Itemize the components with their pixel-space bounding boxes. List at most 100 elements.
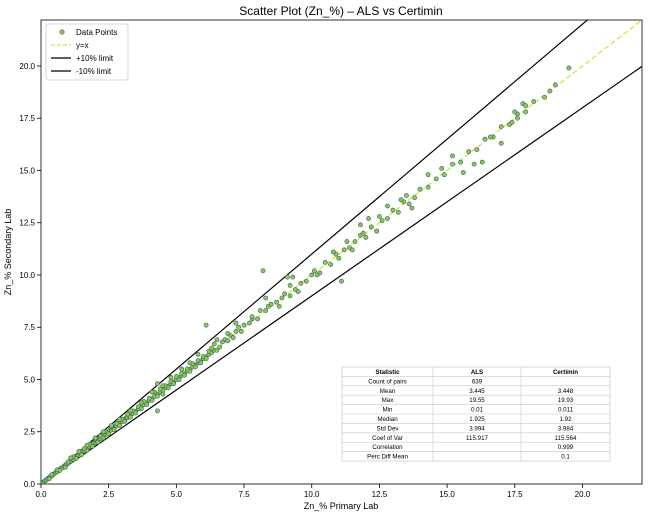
data-point: [263, 295, 269, 301]
data-point: [187, 368, 193, 374]
data-point: [198, 360, 204, 366]
data-point: [417, 186, 423, 192]
data-point: [282, 291, 288, 297]
stats-header-cell: ALS: [471, 369, 483, 376]
data-point: [219, 339, 225, 345]
stats-cell: 0.01: [471, 407, 484, 414]
data-point: [374, 228, 380, 234]
y-tick-label: 2.5: [24, 428, 36, 437]
stats-cell: Count of pairs: [368, 378, 407, 385]
stats-cell: 1.92: [559, 416, 572, 423]
y-tick-label: 10.0: [19, 271, 35, 280]
data-point: [233, 320, 239, 326]
data-point: [225, 331, 231, 336]
data-point: [100, 429, 106, 435]
data-point: [95, 439, 101, 445]
data-point: [330, 249, 336, 255]
data-point: [352, 239, 358, 244]
data-point: [241, 322, 247, 328]
reference-lines: [41, 20, 642, 484]
data-point: [409, 205, 415, 211]
data-point: [203, 322, 209, 328]
data-point: [552, 82, 558, 88]
data-point: [117, 423, 122, 428]
data-point: [460, 170, 466, 175]
data-point: [314, 272, 320, 278]
x-tick-label: 0.0: [35, 490, 47, 499]
data-point: [65, 459, 71, 465]
data-point: [336, 255, 342, 261]
data-point: [122, 418, 128, 424]
data-point: [249, 314, 255, 320]
stats-cell: Std Dev: [376, 425, 399, 432]
reference-line-plus10: [41, 20, 589, 484]
data-point: [398, 197, 404, 203]
statistics-table: Statistic ALS Certimin Count of pairs 639 Mea…: [341, 366, 611, 462]
data-point: [471, 161, 477, 167]
data-point: [290, 274, 296, 280]
chart-title: Scatter Plot (Zn_%) – ALS vs Certimin: [239, 4, 442, 18]
data-point: [46, 476, 52, 482]
data-point: [149, 397, 155, 403]
stats-cell: 1.925: [469, 416, 485, 423]
data-point: [144, 402, 149, 407]
data-point: [84, 448, 90, 453]
stats-cell: 19.55: [469, 397, 485, 404]
data-point: [512, 109, 518, 115]
data-point: [523, 103, 528, 109]
data-point: [287, 293, 293, 299]
data-point: [433, 176, 439, 182]
data-point: [406, 201, 412, 207]
data-point: [155, 408, 160, 414]
x-tick-label: 17.5: [507, 490, 523, 499]
data-point: [322, 260, 328, 265]
data-point: [211, 341, 217, 347]
data-point: [260, 268, 266, 274]
data-point: [498, 140, 504, 146]
data-point: [149, 389, 155, 395]
data-point: [360, 230, 366, 236]
data-point: [157, 386, 163, 392]
data-point: [214, 337, 220, 343]
x-tick-label: 20.0: [575, 490, 591, 499]
legend-label-minus10: -10% limit: [76, 67, 112, 76]
data-point: [138, 400, 144, 405]
data-point: [268, 301, 274, 307]
data-point: [309, 272, 315, 278]
data-point: [168, 375, 174, 380]
data-point: [328, 262, 334, 267]
y-tick-label: 12.5: [19, 219, 35, 228]
data-point: [466, 149, 472, 155]
data-point: [287, 283, 293, 288]
data-point: [412, 195, 417, 201]
data-point: [474, 147, 480, 152]
x-axis-label: Zn_% Primary Lab: [304, 501, 379, 511]
data-point: [284, 274, 290, 280]
data-point: [171, 381, 177, 387]
stats-header-cell: Certimin: [553, 369, 578, 376]
data-point: [68, 455, 74, 461]
legend-label-yx: y=x: [76, 41, 89, 50]
legend: Data Points y=x +10% limit -10% limit: [45, 23, 129, 81]
data-point: [187, 360, 193, 366]
y-axis-ticks: 0.0 2.5 5.0 7.5 10.0 12.5 15.0 17.5 20.0: [19, 62, 41, 489]
data-point: [192, 364, 198, 370]
data-point: [90, 443, 95, 449]
reference-line-minus10: [41, 65, 642, 484]
y-tick-label: 7.5: [24, 323, 36, 332]
data-point: [363, 234, 369, 240]
x-tick-label: 15.0: [439, 490, 455, 499]
data-point: [173, 373, 179, 379]
data-point: [385, 216, 390, 221]
stats-cell: 3.445: [469, 388, 485, 395]
x-axis-ticks: 0.0 2.5 5.0 7.5 10.0 12.5 15.0 17.5 20.0: [35, 484, 591, 499]
data-point: [217, 344, 223, 350]
x-tick-label: 2.5: [103, 490, 115, 499]
stats-cell: Mean: [380, 388, 396, 395]
x-tick-label: 10.0: [304, 490, 320, 499]
stats-header-cell: Statistic: [375, 369, 400, 376]
stats-cell: Max: [382, 397, 395, 404]
data-point: [390, 207, 396, 213]
data-point: [106, 431, 112, 437]
data-point: [108, 423, 114, 428]
